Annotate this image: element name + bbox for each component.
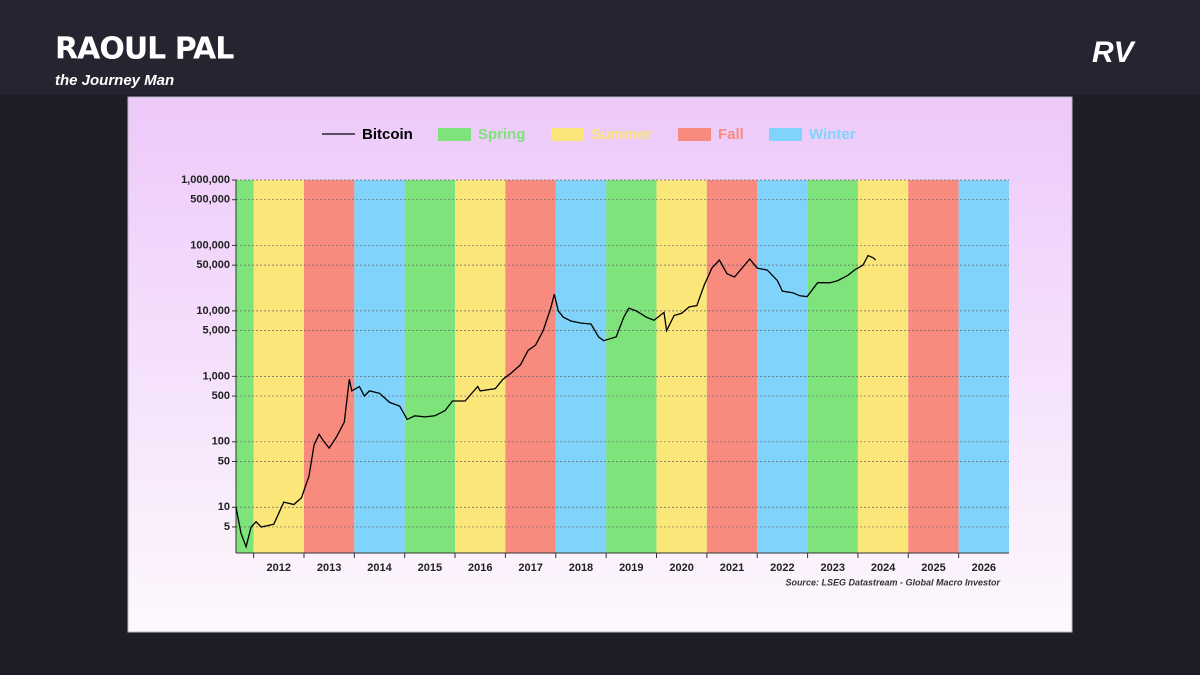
season-band	[236, 180, 254, 553]
brand-name: RAOUL PAL	[55, 32, 234, 67]
legend-label: Fall	[718, 126, 744, 143]
y-tick-label: 10	[218, 501, 230, 513]
season-band	[807, 180, 858, 553]
x-tick-label: 2014	[367, 562, 392, 574]
x-tick-label: 2021	[720, 562, 744, 574]
x-tick-label: 2016	[468, 562, 492, 574]
x-tick-label: 2015	[418, 562, 442, 574]
x-tick-label: 2017	[518, 562, 542, 574]
top-strip	[0, 0, 1200, 95]
season-band	[303, 180, 355, 553]
legend-swatch	[678, 128, 711, 141]
x-tick-label: 2012	[267, 562, 291, 574]
legend-label: Spring	[478, 126, 526, 143]
x-tick-label: 2023	[821, 562, 845, 574]
legend-swatch	[551, 128, 584, 141]
season-band	[706, 180, 758, 553]
season-band	[404, 180, 456, 553]
y-tick-label: 1,000	[202, 370, 230, 382]
legend-label: Winter	[809, 126, 856, 143]
season-band	[354, 180, 405, 553]
x-tick-label: 2013	[317, 562, 341, 574]
season-band	[857, 180, 909, 553]
y-tick-label: 50	[218, 455, 230, 467]
y-tick-label: 500	[212, 390, 230, 402]
y-tick-label: 500,000	[190, 194, 230, 206]
brand-logo: RV	[1092, 36, 1137, 69]
source-note: Source: LSEG Datastream - Global Macro I…	[785, 577, 1000, 587]
x-tick-label: 2022	[770, 562, 794, 574]
x-tick-label: 2020	[669, 562, 693, 574]
y-tick-label: 1,000,000	[181, 174, 230, 186]
brand-tagline: the Journey Man	[55, 72, 174, 89]
x-tick-label: 2018	[569, 562, 593, 574]
x-tick-label: 2026	[972, 562, 996, 574]
season-band	[908, 180, 959, 553]
season-band	[555, 180, 607, 553]
season-band	[656, 180, 707, 553]
y-tick-label: 5,000	[202, 325, 230, 337]
y-tick-label: 5	[224, 521, 230, 533]
season-band	[505, 180, 556, 553]
legend-label: Summer	[591, 126, 651, 143]
y-tick-label: 100,000	[190, 239, 230, 251]
season-band	[606, 180, 657, 553]
y-tick-label: 10,000	[196, 305, 230, 317]
legend-swatch	[438, 128, 471, 141]
price-line	[235, 254, 877, 549]
legend-swatch	[769, 128, 802, 141]
season-band	[757, 180, 808, 553]
y-tick-label: 50,000	[196, 259, 230, 271]
season-band	[958, 180, 1009, 553]
x-tick-label: 2025	[921, 562, 945, 574]
season-band	[253, 180, 304, 553]
x-tick-label: 2019	[619, 562, 643, 574]
legend-label: Bitcoin	[362, 126, 413, 143]
season-band	[455, 180, 506, 553]
y-tick-label: 100	[212, 436, 230, 448]
x-tick-label: 2024	[871, 562, 896, 574]
